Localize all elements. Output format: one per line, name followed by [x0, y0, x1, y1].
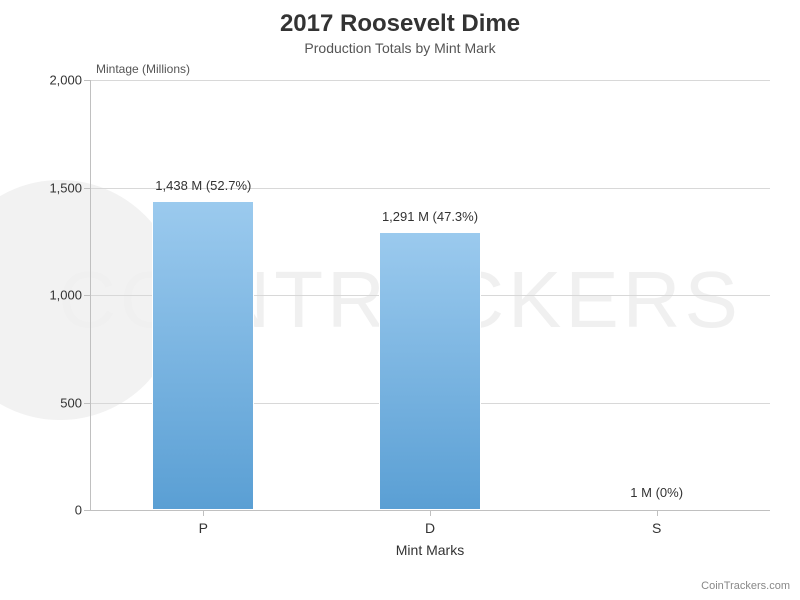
plot-area: Mint Marks 05001,0001,5002,0001,438 M (5…: [90, 80, 770, 510]
y-axis-line: [90, 80, 91, 510]
y-tick-label: 500: [60, 395, 82, 410]
chart-subtitle: Production Totals by Mint Mark: [0, 40, 800, 56]
x-tick: [657, 510, 658, 516]
x-tick-label: S: [652, 520, 661, 536]
gridline: [90, 80, 770, 81]
x-tick-label: D: [425, 520, 435, 536]
bar-p: [152, 201, 254, 510]
bar-label-d: 1,291 M (47.3%): [382, 209, 478, 224]
y-tick-label: 1,500: [49, 180, 82, 195]
credit-text: CoinTrackers.com: [701, 580, 790, 592]
bar-d: [379, 232, 481, 510]
y-tick-label: 0: [75, 503, 82, 518]
x-tick: [430, 510, 431, 516]
chart-title: 2017 Roosevelt Dime: [0, 0, 800, 38]
y-tick-label: 1,000: [49, 288, 82, 303]
y-axis-label: Mintage (Millions): [96, 62, 190, 76]
x-tick-label: P: [199, 520, 208, 536]
bar-label-s: 1 M (0%): [630, 485, 683, 500]
x-axis-label: Mint Marks: [396, 542, 464, 558]
y-tick-label: 2,000: [49, 73, 82, 88]
bar-label-p: 1,438 M (52.7%): [155, 178, 251, 193]
x-tick: [203, 510, 204, 516]
chart-container: 2017 Roosevelt Dime Production Totals by…: [0, 0, 800, 600]
